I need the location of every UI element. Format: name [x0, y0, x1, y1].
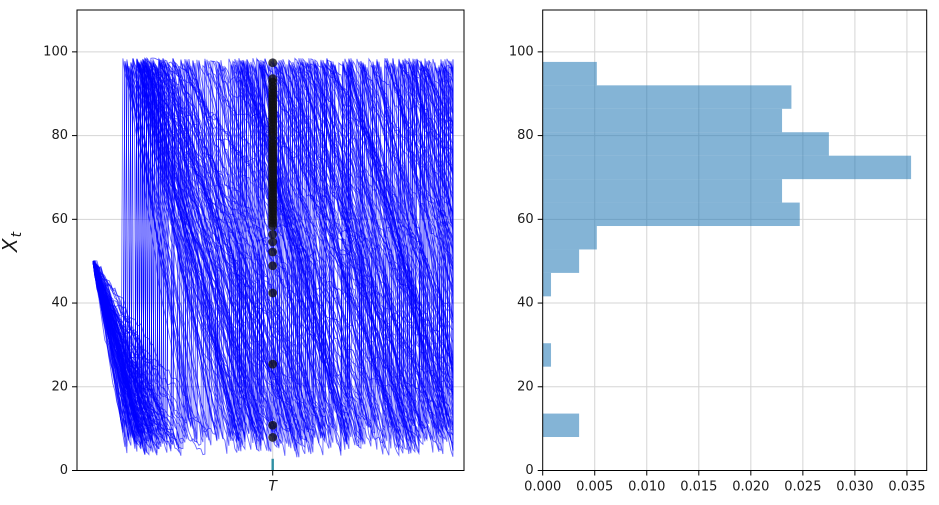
sample-point [268, 221, 278, 231]
histogram-bar [542, 61, 597, 86]
sample-point [268, 288, 278, 298]
x-tick-label: 0.035 [888, 480, 925, 495]
histogram-bar [542, 132, 829, 156]
y-tick-label: 60 [517, 212, 534, 227]
y-tick-label: 20 [517, 379, 534, 394]
x-tick-label-T: T [268, 479, 278, 495]
x-tick-label: 0.000 [524, 480, 561, 495]
y-tick-label: 100 [43, 44, 68, 59]
y-tick-label: 20 [51, 379, 68, 394]
samples-at-T [268, 58, 278, 442]
sample-point [268, 433, 278, 442]
right-plot-grid [542, 10, 927, 471]
sample-point [268, 261, 278, 271]
y-tick-label: 40 [517, 296, 534, 311]
sample-point [268, 237, 278, 247]
x-tick-label: 0.005 [576, 480, 613, 495]
sample-point [268, 359, 278, 369]
histogram-bar [542, 413, 580, 438]
histogram-bars [542, 61, 912, 438]
x-tick-label: 0.015 [680, 480, 717, 495]
x-tick-label: 0.030 [836, 480, 873, 495]
y-tick-label: 40 [51, 296, 68, 311]
trajectory-line [92, 59, 454, 444]
sample-point [268, 229, 278, 239]
trajectory-line [92, 63, 454, 456]
histogram-bar [542, 179, 783, 203]
left-plot-border [76, 9, 465, 471]
histogram-bar [542, 272, 552, 297]
histogram-bar [542, 155, 912, 180]
y-axis-label: Xt [0, 231, 25, 253]
y-tick-label: 0 [60, 463, 68, 478]
histogram-bar [542, 226, 597, 250]
y-tick-label: 80 [51, 128, 68, 143]
histogram-bar [542, 343, 552, 367]
histogram-bar [542, 202, 800, 227]
y-tick-label: 100 [509, 44, 534, 59]
x-tick-label: 0.010 [628, 480, 665, 495]
x-tick-label: 0.020 [732, 480, 769, 495]
histogram-bar [542, 85, 792, 109]
trajectory-line [92, 62, 454, 442]
y-tick-label: 80 [517, 128, 534, 143]
histogram-bar [542, 108, 783, 133]
y-tick-label: 0 [525, 463, 533, 478]
trajectory-line [92, 65, 454, 451]
sample-point [268, 247, 278, 257]
right-plot-border [542, 9, 928, 471]
trajectory-line [92, 57, 454, 442]
y-tick-label: 60 [51, 212, 68, 227]
sample-point [268, 420, 278, 430]
histogram-bar [542, 249, 580, 273]
trajectory-line [92, 59, 454, 447]
x-tick-label: 0.025 [784, 480, 821, 495]
sample-point [268, 58, 278, 68]
